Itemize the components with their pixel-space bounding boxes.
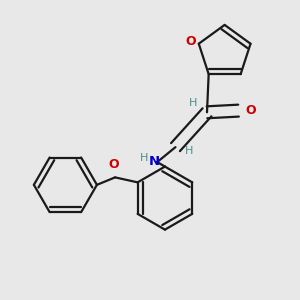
Text: H: H xyxy=(189,98,197,108)
Text: O: O xyxy=(185,34,196,48)
Text: O: O xyxy=(108,158,119,171)
Text: O: O xyxy=(246,104,256,117)
Text: H: H xyxy=(140,153,148,163)
Text: H: H xyxy=(184,146,193,156)
Text: N: N xyxy=(148,155,160,168)
